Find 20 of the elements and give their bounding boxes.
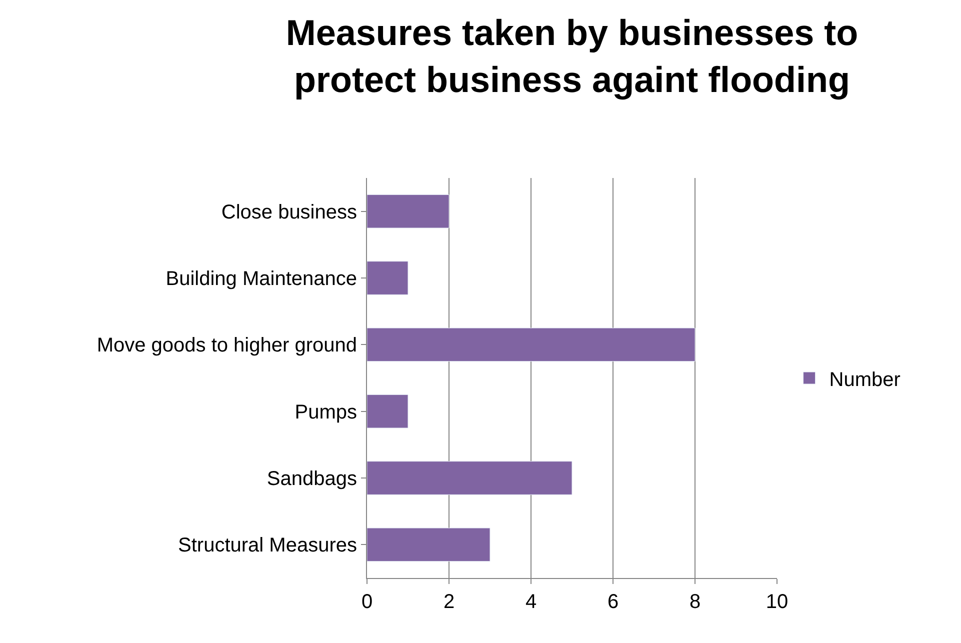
chart-title: Measures taken by businesses to protect business againt flooding	[286, 12, 858, 100]
y-tick-label: Pumps	[294, 401, 357, 424]
bar	[367, 194, 450, 228]
bar	[367, 528, 490, 562]
y-tick-label: Building Maintenance	[166, 268, 357, 290]
legend-label: Number	[829, 368, 901, 391]
x-tick-label: 2	[443, 591, 455, 613]
bar	[367, 261, 408, 295]
x-tick-label: 0	[361, 591, 373, 613]
x-tick-label: 8	[689, 591, 701, 613]
y-tick-label: Structural Measures	[178, 534, 357, 557]
y-tick-label: Close business	[221, 201, 357, 224]
x-tick-label: 6	[607, 591, 619, 613]
bar	[367, 328, 696, 362]
x-tick-label: 4	[525, 591, 537, 613]
x-tick-label: 10	[766, 591, 788, 613]
y-tick-label: Move goods to higher ground	[96, 334, 357, 357]
y-tick-label: Sandbags	[266, 468, 357, 490]
bar	[367, 394, 408, 428]
bar	[367, 461, 572, 495]
